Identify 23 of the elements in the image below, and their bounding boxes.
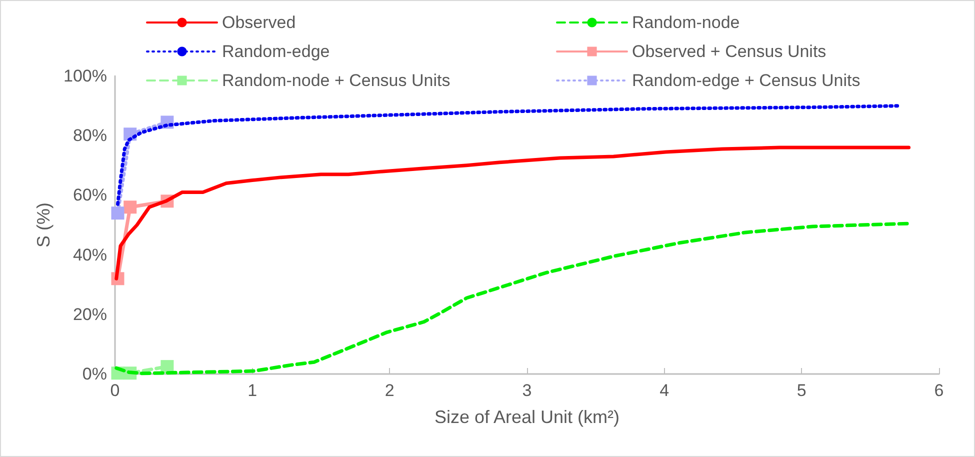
legend-label: Observed: [222, 13, 296, 32]
point: [124, 200, 137, 214]
x-tick-label: 1: [248, 381, 258, 400]
y-tick-label: 20%: [72, 304, 107, 324]
x-tick-label: 6: [934, 381, 944, 400]
x-tick-label: 2: [384, 381, 394, 400]
legend-label: Random-edge: [222, 42, 330, 61]
legend-label: Random-node: [632, 13, 740, 32]
y-axis-title: S (%): [34, 202, 54, 248]
y-tick-label: 80%: [72, 126, 107, 146]
x-tick-label: 4: [660, 381, 670, 400]
point: [111, 206, 124, 220]
y-tick-label: 0%: [82, 364, 107, 384]
x-axis-title: Size of Areal Unit (km²): [434, 407, 620, 427]
x-tick-label: 0: [110, 381, 120, 400]
legend-label: Random-node + Census Units: [222, 71, 450, 90]
y-tick-label: 60%: [72, 186, 107, 205]
legend-label: Random-edge + Census Units: [632, 71, 860, 90]
legend-label: Observed + Census Units: [632, 42, 826, 61]
y-tick-label: 100%: [64, 66, 107, 86]
x-tick-label: 3: [522, 381, 532, 400]
y-tick-label: 40%: [72, 245, 107, 264]
x-tick-label: 5: [796, 381, 806, 400]
